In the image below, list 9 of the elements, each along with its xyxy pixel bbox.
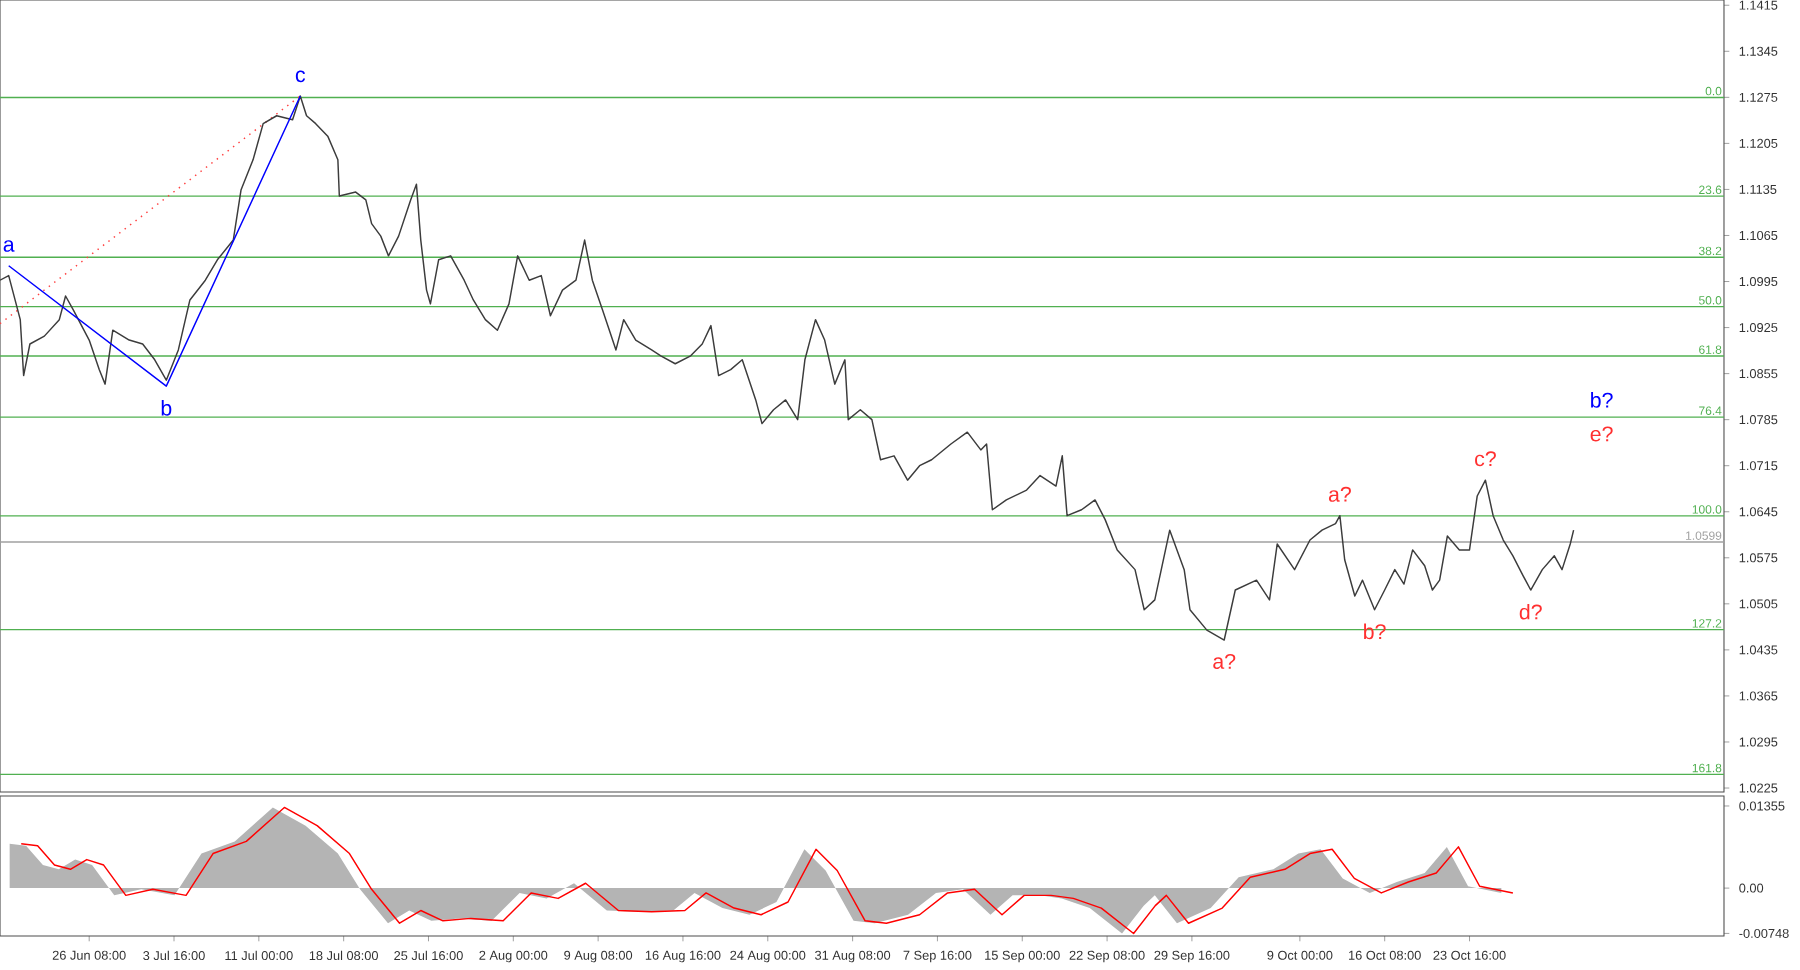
annotation: e? xyxy=(1590,426,1613,442)
annotation: a? xyxy=(1213,653,1236,669)
annotation: b xyxy=(161,399,172,416)
annotation: d? xyxy=(1519,603,1542,620)
annotation: c? xyxy=(1475,451,1496,467)
annotation: c xyxy=(295,70,306,83)
annotation: a xyxy=(3,240,15,252)
annotation: a? xyxy=(1328,486,1351,502)
annotation: b? xyxy=(1591,392,1613,408)
